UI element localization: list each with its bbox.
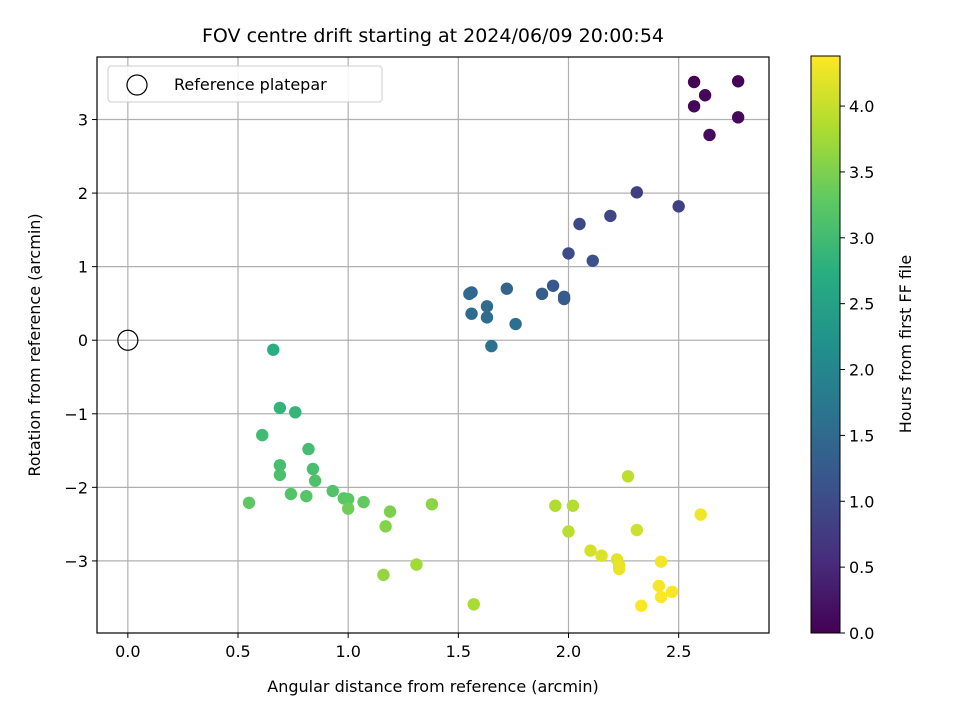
- data-point: [621, 470, 635, 483]
- data-point: [480, 300, 494, 313]
- data-point: [672, 200, 685, 213]
- data-point: [308, 474, 322, 487]
- data-point: [687, 100, 701, 113]
- colorbar-tick-label: 4.0: [849, 97, 874, 116]
- data-point: [694, 508, 707, 521]
- data-point: [379, 520, 392, 533]
- chart-title: FOV centre drift starting at 2024/06/09 …: [202, 25, 664, 47]
- y-tick-label: 2: [78, 184, 88, 203]
- colorbar-gradient: [810, 55, 841, 634]
- data-point: [509, 317, 522, 331]
- data-point: [463, 287, 476, 301]
- data-point: [256, 428, 269, 442]
- data-point: [595, 549, 608, 562]
- data-point: [731, 111, 745, 124]
- data-point: [630, 186, 644, 199]
- data-point: [302, 442, 315, 456]
- data-point: [383, 505, 397, 518]
- data-point: [549, 499, 562, 512]
- colorbar-label: Hours from first FF file: [896, 255, 915, 434]
- data-point: [586, 254, 599, 267]
- data-point: [284, 487, 298, 501]
- legend-marker-open-circle-icon: [126, 74, 148, 96]
- y-tick-label: −1: [64, 405, 88, 424]
- reference-marker-group: [117, 329, 139, 351]
- colorbar-tick-label: 1.0: [849, 492, 874, 511]
- data-point: [546, 279, 560, 292]
- data-point: [480, 311, 494, 324]
- y-tick-label: −2: [64, 478, 88, 497]
- colorbar-tick-label: 2.5: [849, 295, 874, 314]
- data-point: [273, 459, 287, 472]
- x-axis-ticks: 0.0 0.5 1.0 1.5 2.0 2.5: [115, 633, 691, 661]
- y-tick-label: 3: [78, 111, 88, 130]
- y-axis-ticks: −3 −2 −1 0 1 2 3: [64, 111, 97, 571]
- data-point: [665, 585, 679, 599]
- colorbar-tick-label: 1.5: [849, 426, 874, 445]
- data-point: [341, 502, 355, 515]
- colorbar: 0.0 0.5 1.0 1.5 2.0 2.5 3.0 3.5 4.0 Hours from f…: [810, 55, 915, 643]
- data-point: [242, 496, 256, 509]
- data-point: [326, 484, 339, 498]
- y-tick-label: 1: [78, 258, 88, 277]
- data-point: [566, 499, 580, 512]
- data-point: [687, 75, 701, 89]
- colorbar-tick-label: 3.5: [849, 163, 874, 182]
- data-point: [273, 468, 287, 482]
- data-point: [652, 579, 666, 593]
- data-point: [273, 401, 287, 415]
- y-tick-label: 0: [78, 331, 88, 350]
- legend-box: [107, 65, 383, 103]
- x-tick-label: 1.0: [335, 642, 360, 661]
- x-tick-label: 0.0: [115, 642, 140, 661]
- x-tick-label: 0.5: [225, 642, 250, 661]
- data-point: [410, 558, 423, 571]
- data-point: [465, 307, 478, 320]
- data-point: [485, 339, 498, 353]
- data-point: [731, 75, 745, 88]
- data-point: [357, 495, 370, 509]
- y-tick-label: −3: [64, 552, 88, 571]
- data-point: [377, 568, 390, 582]
- data-point: [562, 247, 575, 260]
- x-axis-label: Angular distance from reference (arcmin): [267, 677, 598, 696]
- data-point: [630, 523, 644, 537]
- data-point: [300, 489, 313, 503]
- data-point: [654, 555, 668, 568]
- data-point: [635, 599, 648, 612]
- x-tick-label: 1.5: [446, 642, 471, 661]
- plot-frame: [96, 56, 770, 634]
- data-point: [467, 598, 480, 611]
- data-point: [703, 128, 716, 142]
- colorbar-tick-label: 0.0: [849, 624, 874, 643]
- data-point: [289, 406, 302, 419]
- data-point: [267, 343, 280, 356]
- data-point: [341, 492, 355, 506]
- legend[interactable]: Reference platepar: [107, 65, 383, 103]
- data-point: [562, 525, 575, 538]
- grid-lines: [97, 57, 769, 633]
- colorbar-tick-label: 0.5: [849, 558, 874, 577]
- data-point: [557, 292, 571, 306]
- x-tick-label: 2.5: [666, 642, 691, 661]
- data-point: [500, 282, 514, 295]
- reference-platepar-marker: [117, 329, 139, 351]
- x-tick-label: 2.0: [556, 642, 581, 661]
- colorbar-tick-label: 2.0: [849, 361, 874, 380]
- data-point: [612, 562, 626, 576]
- data-point: [654, 590, 668, 604]
- data-point: [425, 498, 439, 511]
- data-point: [535, 287, 549, 301]
- colorbar-tick-label: 3.0: [849, 229, 874, 248]
- data-point: [573, 217, 586, 231]
- data-point: [306, 462, 320, 476]
- data-points: [242, 75, 745, 612]
- data-point: [604, 209, 617, 223]
- legend-entry-label: Reference platepar: [174, 75, 327, 94]
- colorbar-ticks: 0.0 0.5 1.0 1.5 2.0 2.5 3.0 3.5 4.0: [840, 97, 874, 643]
- data-point: [698, 89, 712, 102]
- y-axis-label: Rotation from reference (arcmin): [25, 213, 44, 476]
- data-point: [584, 544, 597, 557]
